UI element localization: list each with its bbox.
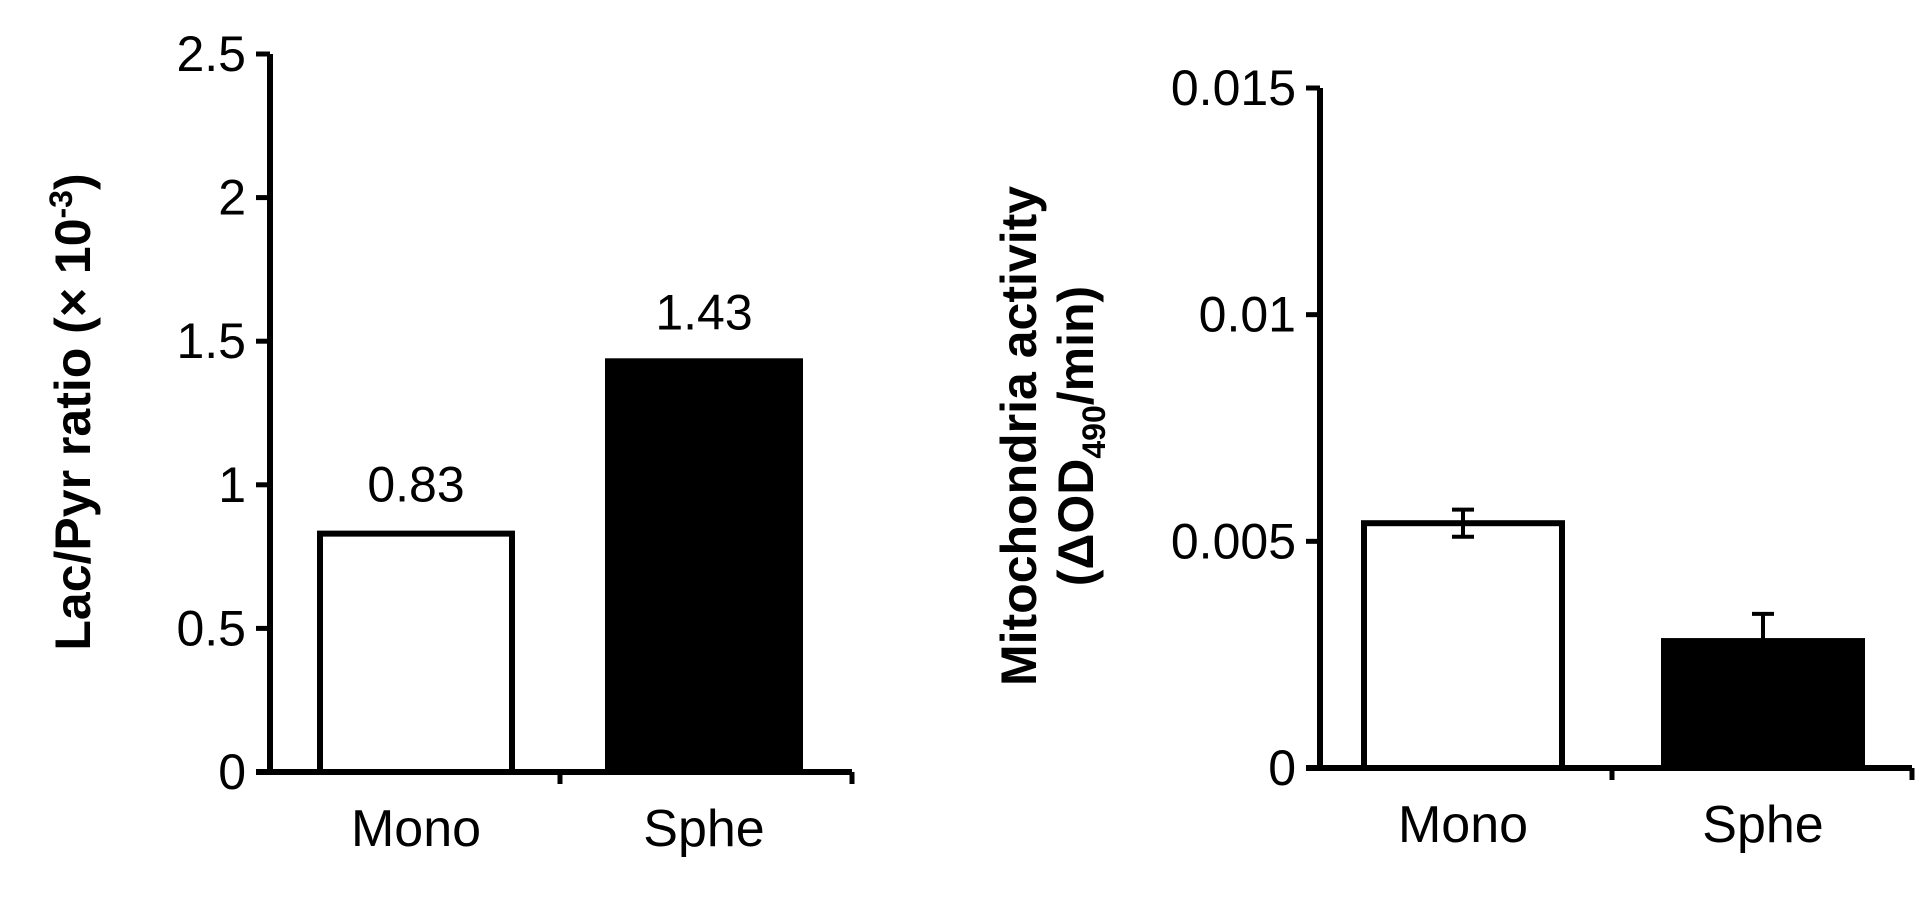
mitochondria-chart: Mono Sphe 0 0.005 0.01 0.015 Mitochondria act… — [991, 60, 1915, 854]
lac-pyr-chart: 0.83 1.43 Mono Sphe 0 0.5 1 1.5 2 2.5 Lac/Pyr ra… — [43, 26, 855, 858]
y-axis-title-line2: (ΔOD490/min) — [1048, 286, 1112, 586]
y-tick-label-5: 2.5 — [176, 26, 246, 82]
bar-mono — [1361, 520, 1565, 772]
y-tick-label-0: 0 — [218, 744, 246, 800]
y-axis-title-subscript: 490 — [1076, 405, 1112, 458]
y-tick-label-0: 0 — [1268, 740, 1296, 796]
x-tick-label-sphe: Sphe — [1702, 796, 1823, 854]
y-axis-title-close: ) — [45, 173, 101, 190]
bar-sphe — [605, 358, 803, 775]
y-axis-title-line1: Mitochondria activity — [991, 186, 1047, 686]
y-tick-label-2: 0.01 — [1199, 287, 1296, 343]
y-tick-label-2: 1 — [218, 457, 246, 513]
bar-mono — [317, 530, 515, 776]
x-tick-label-mono: Mono — [351, 800, 481, 858]
x-tick-label-sphe: Sphe — [643, 800, 764, 858]
y-tick-label-4: 2 — [218, 170, 246, 226]
y-axis-title-exponent: -3 — [43, 190, 79, 218]
bar-sphe — [1661, 638, 1865, 771]
y-tick-label-3: 0.015 — [1171, 60, 1296, 116]
y-tick-label-1: 0.005 — [1171, 513, 1296, 569]
y-axis-title: Lac/Pyr ratio (× 10-3) — [43, 173, 101, 650]
y-axis-title-rate: /min) — [1048, 286, 1104, 405]
data-label-sphe: 1.43 — [655, 284, 752, 340]
data-label-mono: 0.83 — [367, 457, 464, 513]
y-axis-title-main: Lac/Pyr ratio (× 10 — [45, 218, 101, 650]
y-axis-title-delta-od: (ΔOD — [1048, 459, 1104, 587]
x-tick-label-mono: Mono — [1398, 796, 1528, 854]
y-tick-label-1: 0.5 — [176, 600, 246, 656]
y-tick-label-3: 1.5 — [176, 313, 246, 369]
